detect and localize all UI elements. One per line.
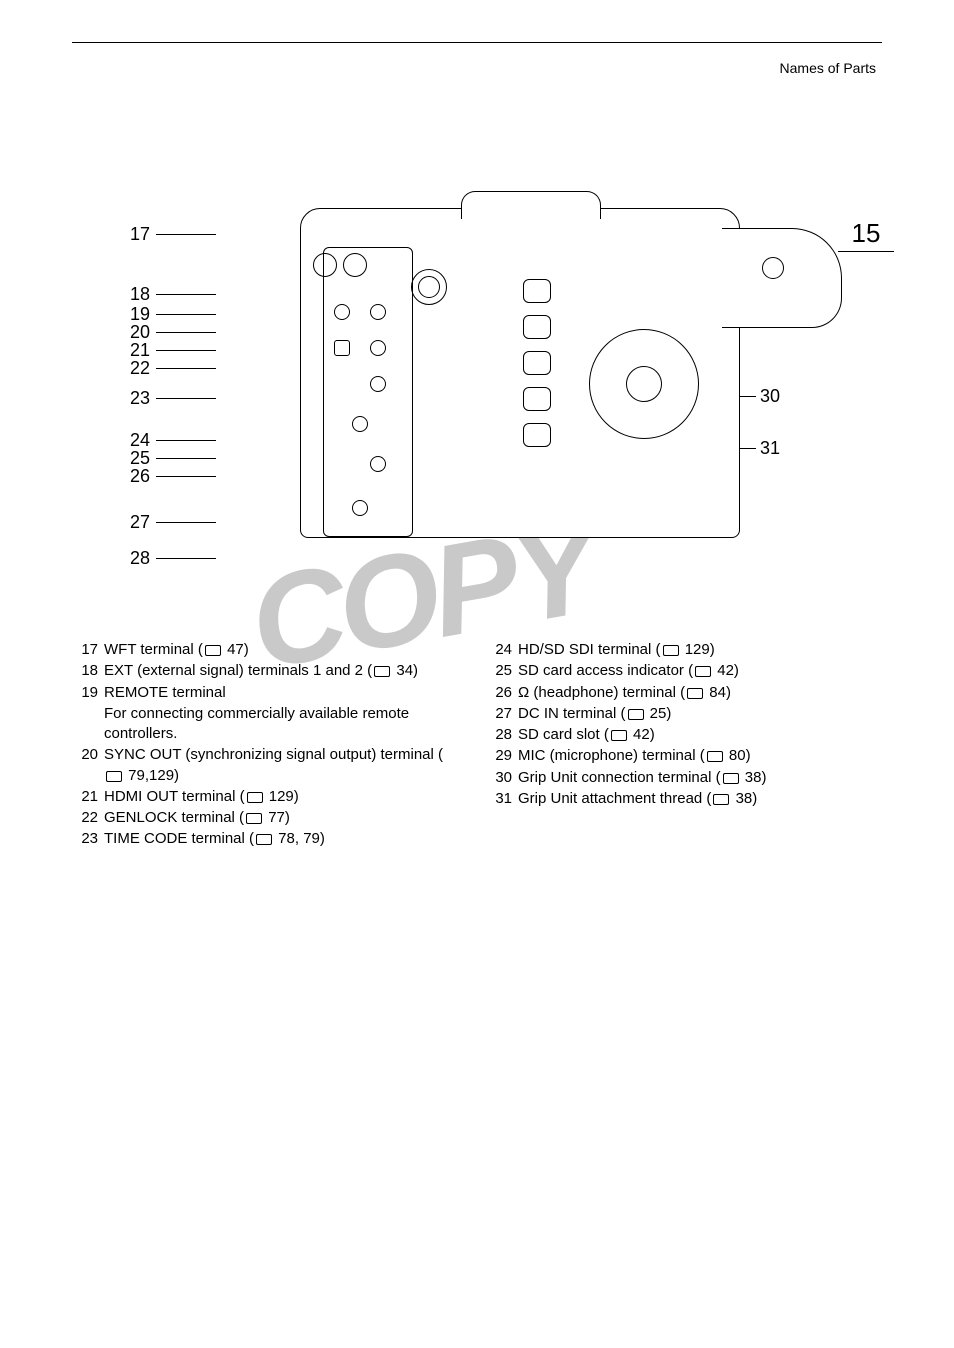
item-number: 25	[492, 661, 518, 681]
list-item: 25SD card access indicator ( 42)	[492, 661, 876, 681]
top-rule	[72, 42, 882, 43]
page-reference-icon	[246, 811, 262, 823]
page-reference-icon	[628, 707, 644, 719]
item-number: 23	[78, 829, 104, 849]
leader-line	[156, 398, 216, 399]
item-text: SD card access indicator ( 42)	[518, 661, 876, 681]
list-item: For connecting commercially available re…	[78, 704, 462, 745]
leader-line	[156, 476, 216, 477]
grip-illustration	[722, 228, 842, 328]
page-reference-icon	[256, 832, 272, 844]
list-item: 26Ω (headphone) terminal ( 84)	[492, 683, 876, 703]
list-item: 27DC IN terminal ( 25)	[492, 704, 876, 724]
item-text: DC IN terminal ( 25)	[518, 704, 876, 724]
parts-list-left: 17WFT terminal ( 47)18EXT (external sign…	[78, 640, 462, 851]
item-number: 27	[492, 704, 518, 724]
callout-number: 22	[120, 358, 150, 379]
leader-line	[156, 440, 216, 441]
item-text: GENLOCK terminal ( 77)	[104, 808, 462, 828]
item-text: HD/SD SDI terminal ( 129)	[518, 640, 876, 660]
callout-number: 31	[760, 438, 780, 459]
parts-list-right: 24HD/SD SDI terminal ( 129)25SD card acc…	[492, 640, 876, 851]
page-reference-icon	[205, 643, 221, 655]
list-item: 17WFT terminal ( 47)	[78, 640, 462, 660]
callout-number: 26	[120, 466, 150, 487]
leader-line	[156, 458, 216, 459]
list-item: 19REMOTE terminal	[78, 683, 462, 703]
camera-body-illustration	[300, 208, 740, 538]
leader-line	[156, 234, 216, 235]
item-number: 20	[78, 745, 104, 786]
list-item: 18EXT (external signal) terminals 1 and …	[78, 661, 462, 681]
page-reference-icon	[713, 792, 729, 804]
item-number: 19	[78, 683, 104, 703]
list-item: 22GENLOCK terminal ( 77)	[78, 808, 462, 828]
leader-line	[156, 294, 216, 295]
callout-number: 30	[760, 386, 780, 407]
page-reference-icon	[663, 643, 679, 655]
page-reference-icon	[687, 686, 703, 698]
item-number: 22	[78, 808, 104, 828]
item-text: REMOTE terminal	[104, 683, 462, 703]
item-text: TIME CODE terminal ( 78, 79)	[104, 829, 462, 849]
leader-line	[156, 332, 216, 333]
callout-number: 27	[120, 512, 150, 533]
item-number: 18	[78, 661, 104, 681]
item-text: EXT (external signal) terminals 1 and 2 …	[104, 661, 462, 681]
item-text: Grip Unit attachment thread ( 38)	[518, 789, 876, 809]
page-reference-icon	[247, 790, 263, 802]
list-item: 23TIME CODE terminal ( 78, 79)	[78, 829, 462, 849]
callout-number: 28	[120, 548, 150, 569]
page-number: 15	[838, 218, 894, 252]
page-reference-icon	[106, 769, 122, 781]
item-number: 24	[492, 640, 518, 660]
item-number: 17	[78, 640, 104, 660]
leader-line	[156, 314, 216, 315]
section-header: Names of Parts	[780, 60, 876, 76]
item-number: 26	[492, 683, 518, 703]
item-text: Ω (headphone) terminal ( 84)	[518, 683, 876, 703]
item-number: 31	[492, 789, 518, 809]
item-text: WFT terminal ( 47)	[104, 640, 462, 660]
item-number: 30	[492, 768, 518, 788]
page-reference-icon	[723, 771, 739, 783]
diagram-area: 171819202122232425262728 293031	[120, 198, 760, 558]
item-number	[78, 704, 104, 745]
list-item: 20SYNC OUT (synchronizing signal output)…	[78, 745, 462, 786]
callout-number: 17	[120, 224, 150, 245]
parts-list: 17WFT terminal ( 47)18EXT (external sign…	[78, 640, 876, 851]
item-text: For connecting commercially available re…	[104, 704, 462, 745]
item-text: Grip Unit connection terminal ( 38)	[518, 768, 876, 788]
list-item: 31Grip Unit attachment thread ( 38)	[492, 789, 876, 809]
list-item: 29MIC (microphone) terminal ( 80)	[492, 746, 876, 766]
page-reference-icon	[695, 664, 711, 676]
leader-line	[156, 368, 216, 369]
item-text: MIC (microphone) terminal ( 80)	[518, 746, 876, 766]
leader-line	[156, 350, 216, 351]
callout-number: 23	[120, 388, 150, 409]
headphone-icon: Ω	[518, 683, 529, 703]
page-reference-icon	[374, 664, 390, 676]
callout-number: 18	[120, 284, 150, 305]
item-number: 29	[492, 746, 518, 766]
item-text: HDMI OUT terminal ( 129)	[104, 787, 462, 807]
item-number: 21	[78, 787, 104, 807]
page-reference-icon	[611, 728, 627, 740]
leader-line	[156, 558, 216, 559]
item-number: 28	[492, 725, 518, 745]
item-text: SYNC OUT (synchronizing signal output) t…	[104, 745, 462, 786]
list-item: 30Grip Unit connection terminal ( 38)	[492, 768, 876, 788]
list-item: 21HDMI OUT terminal ( 129)	[78, 787, 462, 807]
leader-line	[156, 522, 216, 523]
page-reference-icon	[707, 749, 723, 761]
list-item: 28SD card slot ( 42)	[492, 725, 876, 745]
list-item: 24HD/SD SDI terminal ( 129)	[492, 640, 876, 660]
item-text: SD card slot ( 42)	[518, 725, 876, 745]
page-number-text: 15	[852, 218, 881, 248]
